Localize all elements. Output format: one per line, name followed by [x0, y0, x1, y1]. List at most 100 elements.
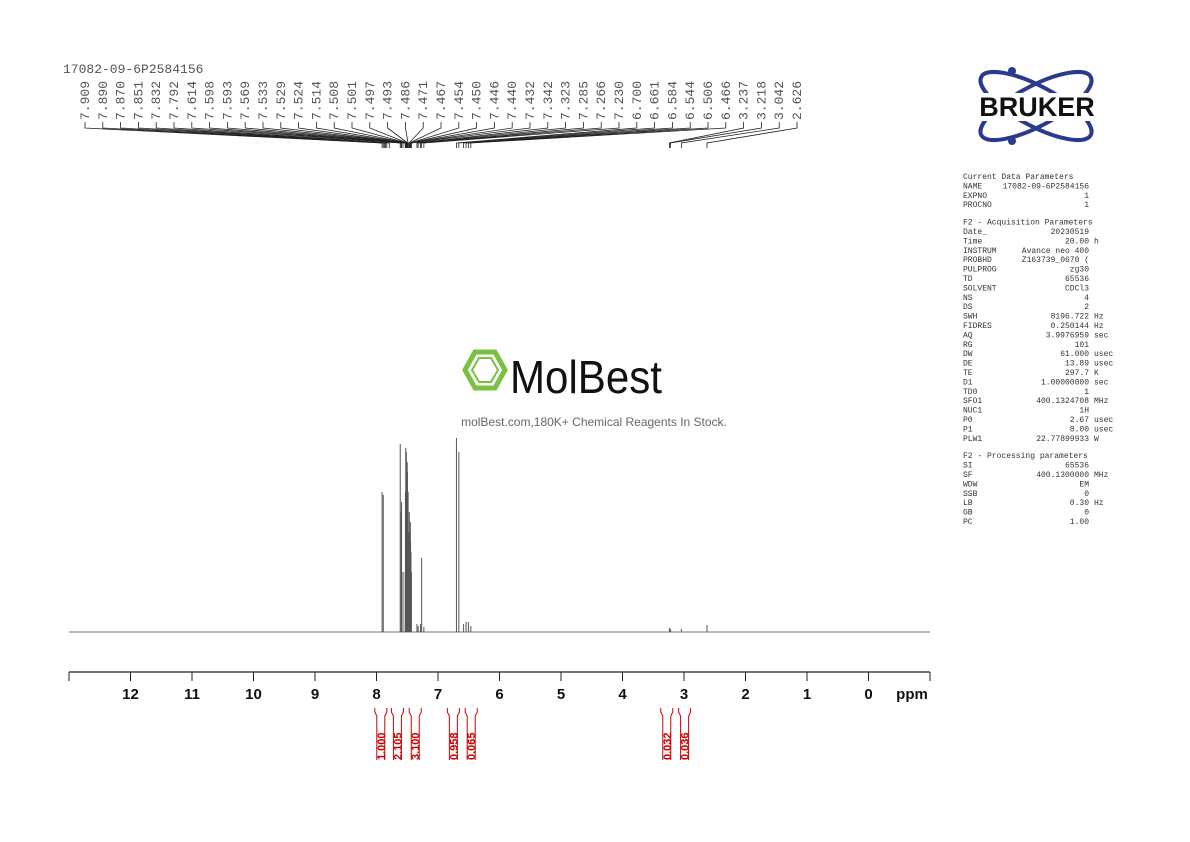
parameter-value: 65536 [1065, 462, 1089, 471]
integral-bracket [374, 708, 388, 760]
parameter-value: 17082-09-6P2584156 [1003, 182, 1090, 191]
peak-leader [102, 122, 384, 148]
peak-label: 7.446 [487, 81, 502, 120]
parameter-unit: W [1094, 435, 1099, 444]
parameter-key: PLW1 [963, 435, 982, 444]
parameter-section-title: F2 - Processing parameters [963, 452, 1088, 461]
peak-leader [298, 122, 407, 148]
peak-leader [404, 122, 409, 148]
parameter-value: 1.00 [1070, 518, 1089, 527]
peak-label: 7.471 [416, 81, 431, 120]
peak-leader [470, 122, 727, 148]
peak-leader [669, 122, 744, 148]
parameter-unit: MHz [1094, 471, 1109, 480]
x-tick-label: 11 [184, 686, 200, 703]
peak-leader [467, 122, 709, 148]
parameter-value: 1H [1079, 407, 1089, 416]
parameter-key: DW [963, 350, 973, 359]
peak-label: 7.593 [220, 81, 235, 120]
parameter-unit: usec [1094, 416, 1113, 425]
peak-label: 6.544 [683, 81, 698, 120]
parameter-key: NUC1 [963, 407, 982, 416]
parameter-unit: MHz [1094, 397, 1109, 406]
peak-label: 7.533 [256, 81, 271, 120]
peak-leader [333, 122, 408, 148]
peak-label: 7.440 [505, 81, 520, 120]
peak-label: 7.454 [452, 81, 467, 120]
peak-label: 6.584 [665, 81, 680, 120]
peak-label: 7.598 [203, 81, 218, 120]
parameter-section-title: F2 - Acquisition Parameters [963, 219, 1093, 228]
parameter-unit: sec [1094, 378, 1109, 387]
parameter-key: TE [963, 369, 973, 378]
peak-leader [410, 122, 513, 148]
peak-label: 7.486 [398, 81, 413, 120]
parameter-value: 3.9976959 [1046, 331, 1089, 340]
parameter-value: zg30 [1070, 266, 1089, 275]
peak-label: 7.870 [114, 81, 129, 120]
x-tick-label: 8 [372, 686, 380, 703]
peak-leader [423, 122, 620, 148]
parameter-key: SOLVENT [963, 284, 997, 293]
peak-label: 7.529 [274, 81, 289, 120]
peak-label: 7.851 [131, 81, 146, 120]
peak-label: 6.700 [630, 81, 645, 120]
parameter-value: Z163739_0670 ( [1022, 256, 1089, 265]
parameter-value: 4 [1084, 294, 1089, 303]
peak-leader [155, 122, 388, 148]
peak-leader [244, 122, 404, 148]
parameter-key: DE [963, 360, 973, 369]
parameter-value: 0.30 [1070, 499, 1089, 508]
peak-label: 7.493 [381, 81, 396, 120]
peak-label: 7.467 [434, 81, 449, 120]
parameter-value: 2 [1084, 303, 1089, 312]
integral-label: 0.032 [662, 732, 674, 760]
integral-label: 2.105 [392, 732, 404, 760]
parameter-unit: sec [1094, 331, 1109, 340]
parameter-value: 22.77899933 [1036, 435, 1089, 444]
parameter-value: CDCl3 [1065, 284, 1089, 293]
integral-bracket [660, 708, 674, 760]
parameter-value: 0.250144 [1051, 322, 1090, 331]
parameter-value: Avance neo 400 [1022, 247, 1089, 256]
parameter-key: DS [963, 303, 973, 312]
parameter-value: EM [1079, 480, 1089, 489]
integral-bracket [464, 708, 478, 760]
integral-label: 3.100 [410, 732, 422, 760]
parameter-value: 400.1324708 [1036, 397, 1089, 406]
peak-label: 7.266 [594, 81, 609, 120]
parameter-unit: usec [1094, 350, 1113, 359]
parameter-unit: K [1094, 369, 1099, 378]
parameter-key: SSB [963, 490, 978, 499]
peak-leader [387, 122, 409, 148]
peak-leader [191, 122, 401, 148]
parameter-value: 65536 [1065, 275, 1089, 284]
peak-label: 7.342 [541, 81, 556, 120]
parameter-key: PROCNO [963, 201, 992, 210]
parameter-value: 1 [1084, 192, 1089, 201]
x-tick-label: 9 [311, 686, 319, 703]
parameter-key: PROBHD [963, 256, 992, 265]
parameter-unit: Hz [1094, 313, 1104, 322]
x-tick-label: 1 [803, 686, 811, 703]
peak-leader [84, 122, 383, 148]
parameter-value: 1.00000000 [1041, 378, 1089, 387]
peak-leader [421, 122, 602, 148]
peak-leader [417, 122, 566, 148]
peak-leader [670, 122, 762, 148]
logo-text: BRUKER [979, 92, 1095, 122]
parameter-key: SFO1 [963, 397, 982, 406]
parameter-value: 61.000 [1060, 350, 1089, 359]
x-tick-label: 3 [680, 686, 688, 703]
peak-label: 7.508 [327, 81, 342, 120]
sample-name: 17082-09-6P2584156 [63, 62, 203, 77]
integral-bracket [408, 708, 422, 760]
parameter-unit: Hz [1094, 322, 1104, 331]
bruker-logo: BRUKER [958, 67, 1116, 145]
integral-label: 0.065 [466, 732, 478, 760]
peak-label: 3.218 [754, 81, 769, 120]
parameter-value: 20230519 [1051, 228, 1090, 237]
x-tick-label: 5 [557, 686, 565, 703]
peak-label: 3.042 [772, 81, 787, 120]
x-tick-label: 7 [434, 686, 442, 703]
